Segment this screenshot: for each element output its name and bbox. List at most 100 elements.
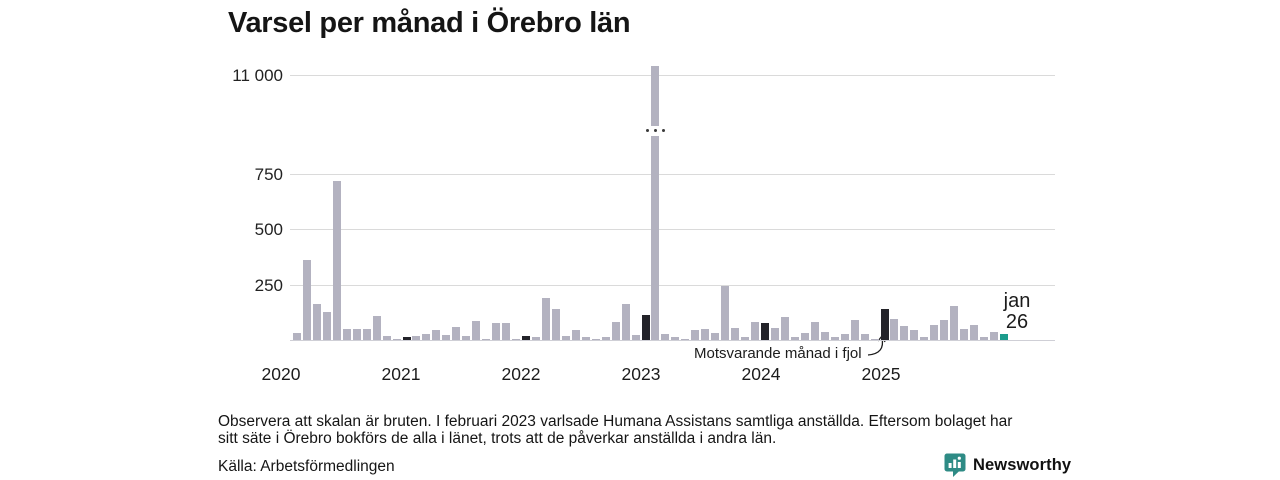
bar — [800, 332, 809, 340]
branding: Newsworthy — [944, 453, 1071, 478]
bar — [551, 309, 560, 340]
bar — [691, 330, 700, 340]
bar — [352, 329, 361, 340]
gridline — [290, 174, 1055, 175]
bar — [432, 330, 441, 340]
y-axis-tick-label: 250 — [254, 276, 283, 295]
y-axis-tick-label: 500 — [254, 220, 283, 239]
bar-segment-upper — [651, 66, 660, 126]
x-axis-line — [290, 340, 1055, 341]
footnote: Observera att skalan är bruten. I februa… — [218, 413, 1088, 448]
bar — [681, 338, 690, 340]
x-axis-tick-label: 2022 — [501, 364, 541, 384]
footnote-line1: Observera att skalan är bruten. I februa… — [218, 413, 1013, 430]
bar — [751, 322, 760, 340]
bar — [960, 328, 969, 340]
bar — [780, 317, 789, 340]
bar — [870, 338, 879, 340]
chart-title: Varsel per månad i Örebro län — [228, 7, 631, 39]
bar — [402, 337, 411, 340]
bar — [900, 326, 909, 340]
bar — [910, 330, 919, 340]
bar — [890, 318, 899, 340]
bar — [462, 335, 471, 340]
bar — [392, 338, 401, 340]
bar — [711, 333, 720, 340]
bar — [980, 336, 989, 340]
comparison-annotation: Motsvarande månad i fjol — [694, 345, 862, 362]
bar — [920, 337, 929, 340]
bar — [422, 334, 431, 340]
bar — [482, 338, 491, 340]
bar — [990, 331, 999, 340]
x-axis-tick-label: 2024 — [741, 364, 781, 384]
bar — [641, 314, 650, 340]
source-label: Källa: Arbetsförmedlingen — [218, 458, 395, 475]
bar — [372, 316, 381, 340]
bar — [412, 336, 421, 340]
bar — [302, 260, 311, 340]
newsworthy-logo-icon — [944, 453, 966, 477]
bar — [999, 333, 1008, 340]
bar — [382, 335, 391, 340]
bar — [322, 312, 331, 340]
bar — [492, 322, 501, 340]
bar — [790, 336, 799, 340]
x-axis-tick-label: 2025 — [861, 364, 901, 384]
bar — [661, 334, 670, 340]
bar — [741, 336, 750, 340]
x-axis-tick-label: 2021 — [381, 364, 421, 384]
bar — [830, 336, 839, 340]
bar — [293, 332, 301, 340]
latest-month-label-year: 26 — [1005, 311, 1029, 333]
bar — [840, 334, 849, 340]
bar — [701, 328, 710, 340]
bar — [362, 328, 371, 340]
gridline — [290, 229, 1055, 230]
x-axis-tick-label: 2020 — [261, 364, 301, 384]
bar — [950, 305, 959, 340]
bar — [671, 336, 680, 340]
bar — [591, 338, 600, 340]
bar-segment-lower — [651, 136, 660, 340]
latest-month-label-month: jan — [1003, 290, 1031, 312]
bar — [820, 331, 829, 340]
bar — [561, 336, 570, 340]
footnote-line2: sitt säte i Örebro bokförs de alla i län… — [218, 430, 777, 448]
bar — [940, 320, 949, 340]
bar — [512, 338, 521, 340]
bar — [312, 304, 321, 340]
bar — [342, 329, 351, 340]
bar — [850, 319, 859, 340]
branding-name: Newsworthy — [973, 456, 1072, 474]
bar — [472, 321, 481, 340]
bar — [631, 335, 640, 340]
bar — [810, 322, 819, 340]
latest-month-label: jan 26 — [996, 291, 1038, 333]
bar — [601, 336, 610, 340]
bar — [541, 297, 550, 340]
bar — [611, 322, 620, 340]
bar — [502, 322, 511, 340]
bar — [452, 327, 461, 340]
y-axis-tick-label: 11 000 — [232, 66, 283, 85]
x-axis-tick-label: 2023 — [621, 364, 661, 384]
bar — [880, 308, 889, 340]
bar — [581, 337, 590, 340]
bar — [332, 181, 341, 340]
y-axis-tick-label: 750 — [254, 165, 283, 184]
bar — [721, 285, 730, 340]
bar — [531, 337, 540, 340]
gridline — [290, 75, 1055, 76]
bar — [761, 322, 769, 340]
bar — [770, 328, 779, 340]
bar — [571, 330, 580, 340]
bar — [970, 325, 979, 340]
bar — [731, 327, 740, 340]
axis-break-dots-icon — [645, 129, 665, 132]
bar — [930, 325, 939, 340]
bar — [860, 333, 869, 340]
bar — [442, 335, 451, 340]
bar — [621, 304, 630, 340]
